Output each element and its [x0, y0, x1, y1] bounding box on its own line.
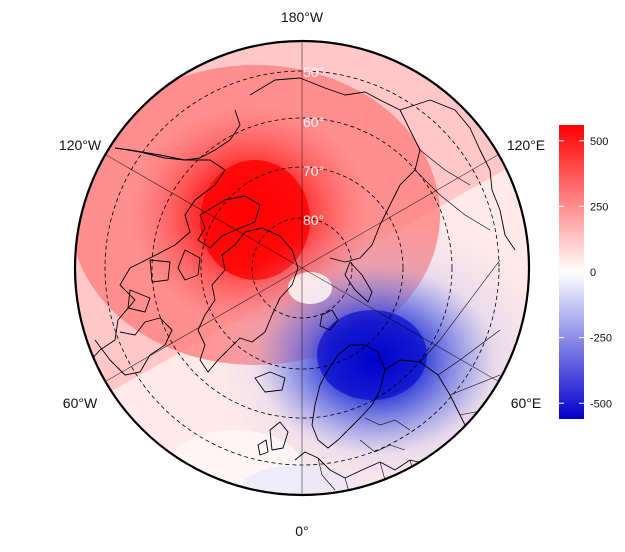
lon-label-60w: 60°W [63, 395, 98, 411]
novaya-zemlya [344, 261, 373, 303]
british-isles [257, 421, 289, 456]
lat-label-80: 80° [303, 212, 324, 228]
colorbar: 500 250 0 -250 -500 [559, 125, 612, 419]
lon-label-120e: 120°E [507, 137, 545, 153]
latitude-circle-70 [200, 166, 404, 370]
colorbar-tick-label: -500 [590, 398, 612, 410]
colorbar-tick-label: 500 [590, 136, 608, 148]
latitude-circle-60 [151, 117, 453, 419]
lat-label-60: 60° [303, 114, 324, 130]
east-asia-coast [399, 99, 516, 251]
lon-label-120w: 120°W [59, 137, 102, 153]
hudson-bay-coast [94, 317, 173, 376]
scandinavia-coast [311, 344, 386, 449]
colorbar-tick-label: -250 [590, 333, 612, 345]
lon-label-60e: 60°E [511, 395, 542, 411]
lat-label-50: 50° [303, 64, 324, 80]
meridian-120w-60e [105, 154, 499, 382]
colorbar-tick-label: 250 [590, 201, 608, 213]
lon-label-180w: 180°W [281, 9, 324, 25]
alaska-coast [114, 109, 241, 161]
colorbar-tick-label: 0 [590, 267, 596, 279]
lon-label-0: 0° [295, 523, 308, 539]
canada-islands-outline [127, 195, 261, 313]
siberia-coast [249, 77, 421, 263]
anomaly-field [75, 41, 529, 495]
meridians [105, 41, 499, 495]
iceland [254, 371, 286, 393]
lat-label-70: 70° [303, 163, 324, 179]
map-boundary [73, 39, 531, 497]
greenland-outline [197, 227, 299, 373]
colorbar-ticks: 500 250 0 -250 -500 [559, 136, 612, 410]
coastlines [81, 77, 516, 495]
svalbard [319, 309, 339, 331]
